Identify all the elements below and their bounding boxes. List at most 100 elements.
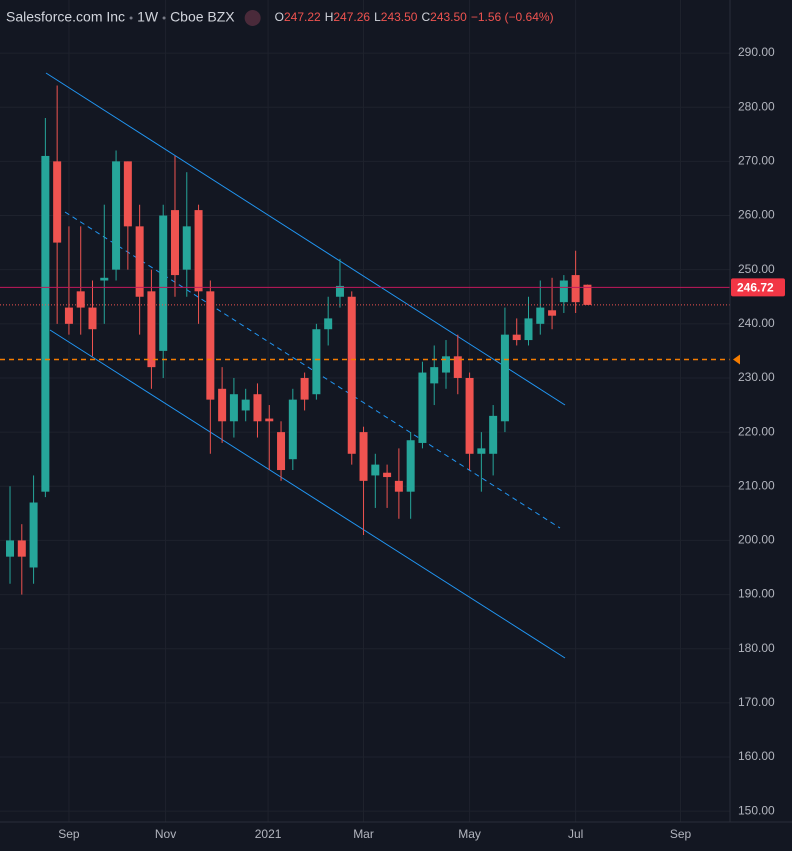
candle-body [394, 480, 403, 492]
x-tick-label: 2021 [255, 827, 282, 841]
trend-line [64, 211, 561, 529]
y-tick-label: 170.00 [738, 695, 775, 709]
trend-line [45, 72, 566, 406]
candle-body [76, 291, 85, 308]
candle-body [6, 540, 15, 557]
grid [0, 0, 730, 822]
candle-body [41, 155, 50, 492]
y-tick-label: 200.00 [738, 533, 775, 547]
y-tick-label: 150.00 [738, 803, 775, 817]
separator-dot [129, 16, 133, 20]
candle-body [288, 399, 297, 460]
candle-body [406, 440, 415, 492]
candles [0, 85, 730, 595]
symbol-icon[interactable] [244, 10, 261, 26]
candle-body [277, 432, 286, 471]
alert-marker [733, 354, 740, 365]
y-tick-label: 180.00 [738, 641, 775, 655]
candle-body [453, 356, 462, 378]
y-tick-label: 290.00 [738, 45, 775, 59]
candle-body [159, 215, 168, 351]
candle-body [53, 161, 62, 243]
candle-body [64, 307, 73, 324]
y-tick-label: 220.00 [738, 424, 775, 438]
candle-body [206, 291, 215, 400]
ohlc-key: C [421, 10, 430, 24]
candle-body [17, 540, 26, 557]
candle-body [583, 284, 592, 305]
ohlc-key: O [275, 10, 284, 24]
candle-body [383, 472, 392, 478]
last-price-label: 246.72 [737, 281, 774, 295]
y-tick-label: 210.00 [738, 478, 775, 492]
candle-body [147, 291, 156, 368]
y-tick-label: 190.00 [738, 587, 775, 601]
ohlc-key: H [325, 10, 334, 24]
candle-body [430, 367, 439, 384]
candle-body [241, 399, 250, 411]
candle-body [442, 356, 451, 373]
candle-body [418, 372, 427, 443]
ohlc-value: 243.50 [381, 10, 418, 24]
last-price-badge [731, 278, 785, 297]
candle-body [465, 377, 474, 454]
x-tick-label: Mar [353, 827, 374, 841]
x-tick-label: May [458, 827, 481, 841]
trend-line [49, 329, 566, 659]
candle-body [335, 285, 344, 297]
x-tick-label: Nov [155, 827, 176, 841]
candle-body [500, 334, 509, 422]
ohlc-value: 247.26 [333, 10, 370, 24]
candle-body [253, 394, 262, 422]
candle-body [135, 226, 144, 297]
candle-body [112, 161, 121, 270]
y-tick-label: 270.00 [738, 154, 775, 168]
candle-body [347, 296, 356, 454]
candle-body [559, 280, 568, 303]
candle-body [536, 307, 545, 324]
ohlc-value: 247.22 [284, 10, 321, 24]
separator-dot [162, 16, 166, 20]
candle-body [489, 415, 498, 454]
candle-body [300, 377, 309, 400]
candle-body [88, 307, 97, 330]
symbol-title: Salesforce.com Inc [6, 9, 125, 25]
y-tick-label: 230.00 [738, 370, 775, 384]
ohlc-value: −1.56 (−0.64%) [471, 10, 554, 24]
candle-body [265, 418, 274, 422]
candle-body [512, 334, 521, 341]
y-tick-label: 240.00 [738, 316, 775, 330]
x-tick-label: Jul [568, 827, 583, 841]
candle-body [477, 448, 486, 454]
candle-body [100, 277, 109, 281]
candle-body [359, 432, 368, 481]
interval: 1W [137, 9, 159, 25]
candle-body [371, 464, 380, 476]
legend-header: Salesforce.com Inc 1W Cboe BZX O 247.22 H 2… [6, 9, 554, 26]
y-tick-label: 160.00 [738, 749, 775, 763]
candle-body [548, 310, 557, 316]
candle-body [312, 329, 321, 395]
axes: 150.00 160.00 170.00 180.00 190.00 200.00 210.… [58, 45, 785, 841]
y-tick-label: 260.00 [738, 208, 775, 222]
ohlc-key: L [374, 10, 381, 24]
candle-body [29, 502, 38, 568]
x-tick-label: Sep [58, 827, 80, 841]
y-tick-label: 280.00 [738, 99, 775, 113]
y-tick-label: 250.00 [738, 262, 775, 276]
candle-body [229, 394, 238, 422]
candle-body [123, 161, 132, 227]
ohlc-value: 243.50 [430, 10, 467, 24]
candle-body [571, 275, 580, 303]
candle-body [194, 210, 203, 292]
x-tick-label: Sep [670, 827, 692, 841]
exchange: Cboe BZX [170, 9, 235, 25]
candle-body [182, 226, 191, 270]
candle-body [324, 318, 333, 330]
candle-body [218, 388, 227, 422]
candle-body [524, 318, 533, 341]
candle-body [170, 210, 179, 276]
